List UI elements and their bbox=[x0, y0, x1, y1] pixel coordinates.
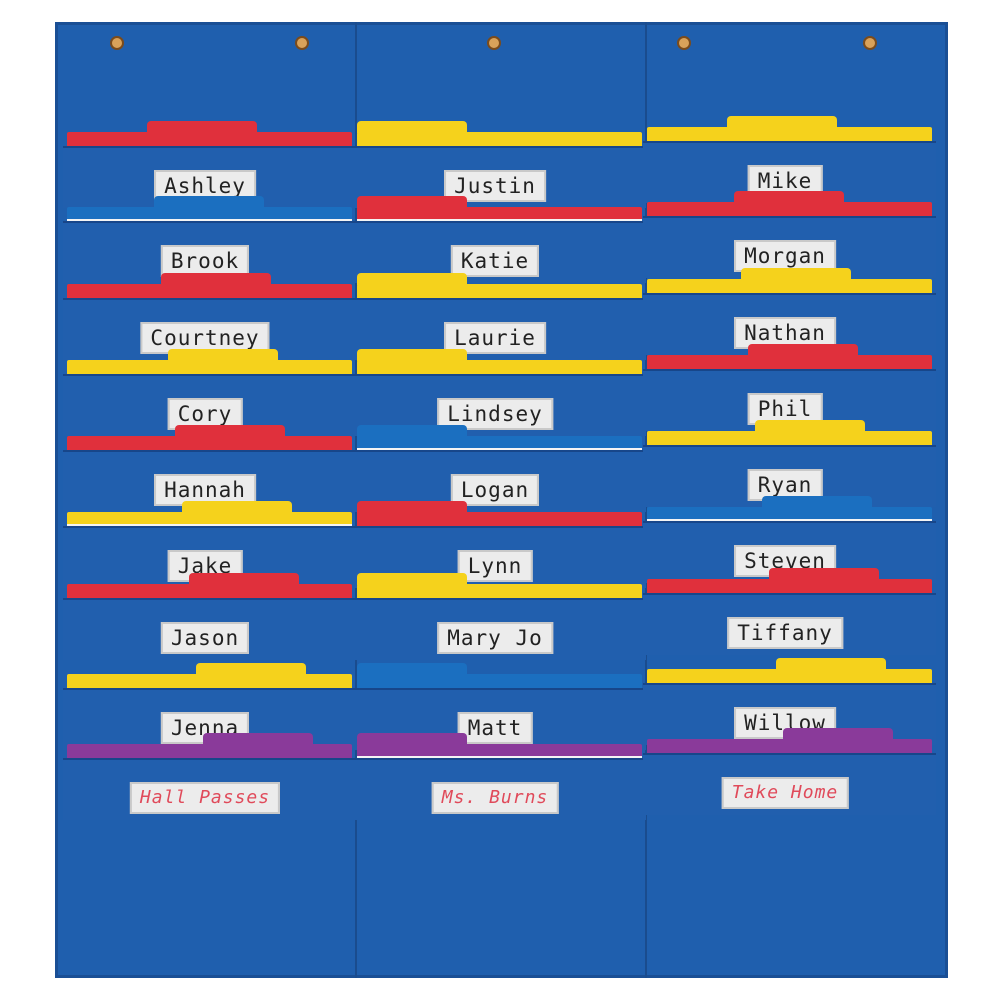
folder-tab bbox=[755, 420, 865, 432]
folder-tab bbox=[776, 658, 886, 670]
file-folder[interactable] bbox=[357, 573, 642, 600]
folder-tab bbox=[357, 121, 467, 133]
folder-tab bbox=[168, 349, 278, 361]
file-folder[interactable] bbox=[647, 191, 932, 218]
folder-tab bbox=[741, 268, 851, 280]
name-label: Ms. Burns bbox=[431, 782, 559, 814]
folder-tab bbox=[357, 733, 467, 745]
folder-tab bbox=[161, 273, 271, 285]
folder-tab bbox=[357, 196, 467, 208]
folder-tab bbox=[154, 196, 264, 208]
name-label: Take Home bbox=[721, 777, 849, 809]
file-folder[interactable] bbox=[647, 658, 932, 685]
name-label: Mary Jo bbox=[437, 622, 553, 654]
file-folder[interactable] bbox=[67, 663, 352, 690]
folder-tab bbox=[357, 501, 467, 513]
name-label: Tiffany bbox=[727, 617, 843, 649]
folder-tab bbox=[769, 568, 879, 580]
name-label: Courtney bbox=[140, 322, 270, 354]
file-folder[interactable] bbox=[647, 344, 932, 371]
pocket-chart: Ashley Brook Courtney Cory Hannah Jake Jason Je… bbox=[55, 22, 948, 978]
name-label: Logan bbox=[450, 474, 540, 506]
folder-tab bbox=[783, 728, 893, 740]
folder-tab bbox=[357, 425, 467, 437]
file-folder[interactable] bbox=[647, 568, 932, 595]
folder-tab bbox=[147, 121, 257, 133]
file-folder[interactable] bbox=[67, 425, 352, 452]
file-folder[interactable] bbox=[67, 733, 352, 760]
grommet bbox=[863, 36, 877, 50]
grommet bbox=[295, 36, 309, 50]
name-label: Lindsey bbox=[437, 398, 553, 430]
file-folder[interactable] bbox=[647, 116, 932, 143]
name-label: Hannah bbox=[154, 474, 256, 506]
name-label: Katie bbox=[450, 245, 540, 277]
folder-tab bbox=[175, 425, 285, 437]
grommet bbox=[110, 36, 124, 50]
grommet bbox=[487, 36, 501, 50]
file-folder[interactable] bbox=[357, 501, 642, 528]
file-folder[interactable] bbox=[67, 573, 352, 600]
file-folder[interactable] bbox=[357, 273, 642, 300]
name-label: Nathan bbox=[734, 317, 836, 349]
folder-tab bbox=[748, 344, 858, 356]
folder-tab bbox=[203, 733, 313, 745]
file-folder[interactable] bbox=[357, 121, 642, 148]
file-folder[interactable] bbox=[647, 728, 932, 755]
name-label: Jason bbox=[160, 622, 250, 654]
folder-tab bbox=[762, 496, 872, 508]
grommet bbox=[677, 36, 691, 50]
folder-tab bbox=[727, 116, 837, 128]
folder-tab bbox=[357, 349, 467, 361]
folder-tab bbox=[734, 191, 844, 203]
folder-tab bbox=[357, 663, 467, 675]
folder-tab bbox=[196, 663, 306, 675]
file-folder[interactable] bbox=[67, 121, 352, 148]
file-folder[interactable] bbox=[647, 420, 932, 447]
name-label: Lynn bbox=[457, 550, 533, 582]
folder-tab bbox=[189, 573, 299, 585]
name-label: Morgan bbox=[734, 240, 836, 272]
folder-tab bbox=[357, 573, 467, 585]
file-folder[interactable] bbox=[647, 268, 932, 295]
file-folder[interactable] bbox=[67, 349, 352, 376]
folder-tab bbox=[182, 501, 292, 513]
file-folder[interactable] bbox=[357, 663, 642, 690]
name-label: Phil bbox=[747, 393, 823, 425]
name-label: Matt bbox=[457, 712, 533, 744]
name-label: Hall Passes bbox=[129, 782, 281, 814]
file-folder[interactable] bbox=[357, 349, 642, 376]
file-folder[interactable] bbox=[67, 273, 352, 300]
name-label: Brook bbox=[160, 245, 250, 277]
folder-tab bbox=[357, 273, 467, 285]
name-label: Laurie bbox=[444, 322, 546, 354]
